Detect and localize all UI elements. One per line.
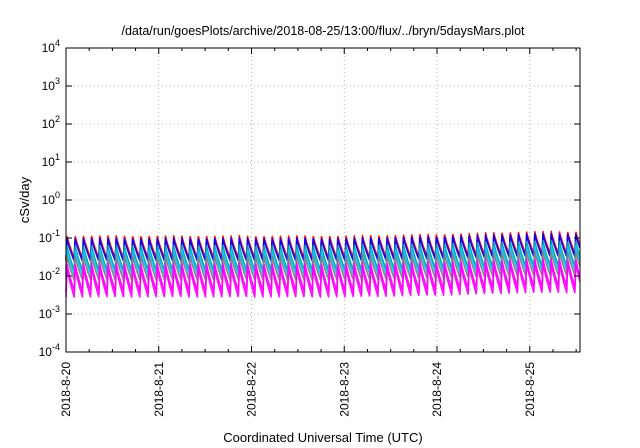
x-tick-label: 2018-8-24 <box>430 362 444 417</box>
y-tick-label: 100 <box>42 190 60 207</box>
y-tick-label-exponent: 0 <box>55 190 60 200</box>
y-tick-label-exponent: -1 <box>52 228 60 238</box>
axis-ticks: 10-410-310-210-11001011021031042018-8-20… <box>39 38 580 417</box>
y-tick-label-base: 10 <box>42 117 56 131</box>
x-tick-label: 2018-8-21 <box>152 362 166 417</box>
series-line-4 <box>65 250 581 281</box>
y-tick-label: 10-3 <box>39 304 60 321</box>
series-line-2 <box>65 240 581 272</box>
series-line-3 <box>65 244 581 276</box>
y-tick-label: 10-1 <box>39 228 60 245</box>
x-tick-label: 2018-8-23 <box>337 362 351 417</box>
y-tick-label-base: 10 <box>39 345 53 359</box>
series-group <box>65 230 581 298</box>
y-tick-label-base: 10 <box>42 41 56 55</box>
y-tick-label: 101 <box>42 152 60 169</box>
y-tick-label-exponent: -2 <box>52 266 60 276</box>
x-tick-label: 2018-8-25 <box>523 362 537 417</box>
y-tick-label-base: 10 <box>42 193 56 207</box>
y-axis-label: cSv/day <box>17 176 32 223</box>
x-tick-label: 2018-8-22 <box>245 362 259 417</box>
y-tick-label: 10-4 <box>39 342 60 359</box>
y-tick-label-exponent: 1 <box>55 152 60 162</box>
y-tick-label-base: 10 <box>42 155 56 169</box>
y-tick-label-exponent: -3 <box>52 304 60 314</box>
y-tick-label-exponent: 2 <box>55 114 60 124</box>
y-tick-label-base: 10 <box>39 307 53 321</box>
series-line-6 <box>65 261 581 298</box>
y-tick-label: 10-2 <box>39 266 60 283</box>
y-tick-label: 104 <box>42 38 60 55</box>
y-tick-label: 103 <box>42 76 60 93</box>
y-tick-label-exponent: -4 <box>52 342 60 352</box>
y-tick-label: 102 <box>42 114 60 131</box>
chart-title: /data/run/goesPlots/archive/2018-08-25/1… <box>121 24 525 38</box>
x-axis-label: Coordinated Universal Time (UTC) <box>223 430 422 445</box>
y-tick-label-exponent: 4 <box>55 38 60 48</box>
series-line-1 <box>65 232 581 262</box>
y-tick-label-base: 10 <box>39 269 53 283</box>
y-tick-label-base: 10 <box>39 231 53 245</box>
x-tick-label: 2018-8-20 <box>59 362 73 417</box>
y-tick-label-base: 10 <box>42 79 56 93</box>
grid <box>66 48 580 352</box>
y-tick-label-exponent: 3 <box>55 76 60 86</box>
